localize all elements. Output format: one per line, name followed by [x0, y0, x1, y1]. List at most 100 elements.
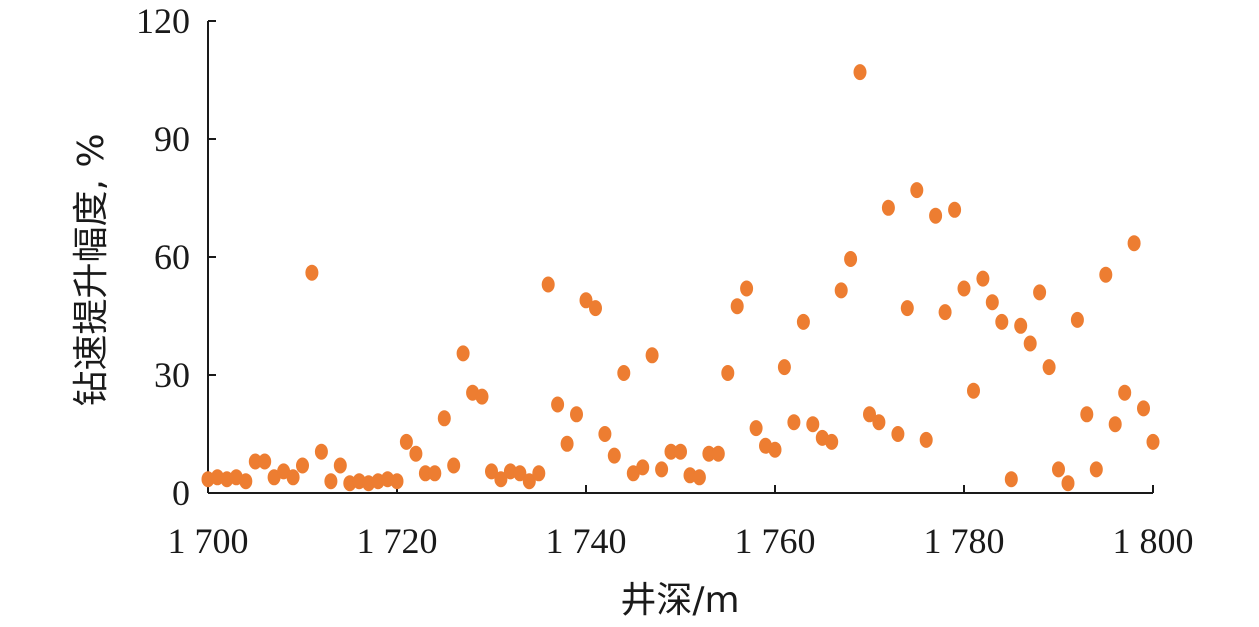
- x-axis-title: 井深/m: [620, 580, 739, 621]
- data-point: [872, 414, 886, 431]
- data-point: [655, 461, 669, 478]
- x-tick-label: 1 800: [1113, 521, 1194, 561]
- data-point: [853, 64, 867, 81]
- data-point: [485, 463, 498, 480]
- data-point: [1033, 284, 1047, 301]
- data-point: [702, 445, 716, 462]
- x-tick-label: 1 740: [546, 521, 627, 561]
- x-tick-label: 1 700: [168, 521, 249, 561]
- data-point: [1146, 433, 1160, 450]
- data-point: [1137, 400, 1150, 417]
- data-point: [248, 453, 262, 470]
- data-point: [1070, 311, 1084, 328]
- data-point: [560, 435, 574, 452]
- data-point: [711, 445, 725, 462]
- data-point: [636, 459, 650, 476]
- y-tick-label: 120: [136, 1, 190, 41]
- data-point: [1108, 416, 1122, 433]
- data-point: [881, 199, 895, 216]
- data-point: [938, 304, 952, 321]
- x-tick-label: 1 780: [924, 521, 1005, 561]
- y-tick-label: 0: [172, 473, 190, 513]
- data-point: [305, 264, 319, 281]
- x-tick-label: 1 760: [735, 521, 816, 561]
- data-point: [796, 313, 810, 330]
- y-axis-title: 钻速提升幅度, %: [71, 133, 112, 406]
- data-point: [834, 282, 848, 299]
- data-point: [664, 443, 678, 460]
- data-point: [740, 280, 754, 297]
- data-point: [333, 457, 347, 474]
- data-point: [806, 416, 820, 433]
- data-point: [749, 420, 763, 437]
- data-point: [418, 465, 432, 482]
- data-point: [929, 207, 943, 224]
- data-point: [1080, 406, 1094, 423]
- data-point: [1118, 384, 1132, 401]
- data-point: [513, 465, 527, 482]
- data-point: [589, 300, 602, 317]
- data-point: [1014, 317, 1028, 334]
- data-point: [428, 465, 442, 482]
- data-point: [286, 469, 300, 486]
- data-point: [239, 473, 253, 490]
- data-point: [258, 453, 272, 470]
- data-point: [957, 280, 971, 297]
- data-point: [674, 443, 687, 460]
- x-tick-label: 1 720: [357, 521, 438, 561]
- data-point: [985, 294, 999, 311]
- data-point: [768, 441, 782, 458]
- data-point: [692, 469, 706, 486]
- data-point: [399, 433, 413, 450]
- y-tick-label: 30: [154, 355, 190, 395]
- data-point: [1127, 235, 1141, 252]
- ticks: 0 30 60 90 120 1 700 1 720 1 740 1 760 1 780 1 800: [136, 1, 1194, 561]
- data-point: [919, 431, 933, 448]
- data-point: [863, 406, 876, 423]
- data-point: [645, 347, 659, 364]
- data-point: [314, 443, 328, 460]
- data-point: [976, 270, 990, 287]
- data-point: [721, 365, 735, 381]
- data-point: [617, 365, 631, 381]
- data-point: [1099, 266, 1113, 283]
- data-point: [1023, 335, 1037, 352]
- data-point: [607, 447, 621, 464]
- data-point: [579, 292, 593, 309]
- data-point: [777, 359, 791, 376]
- data-point: [541, 276, 555, 293]
- data-point: [437, 410, 451, 427]
- data-point: [948, 201, 962, 218]
- data-point: [409, 445, 423, 462]
- data-point: [551, 396, 565, 413]
- data-point: [390, 473, 404, 490]
- data-point: [825, 433, 839, 450]
- data-point: [1004, 471, 1018, 488]
- axes: [207, 21, 1153, 494]
- data-point: [475, 388, 489, 405]
- data-point: [730, 298, 744, 315]
- data-point: [456, 345, 470, 362]
- data-point: [900, 300, 914, 317]
- data-point: [1089, 461, 1103, 478]
- data-point: [1052, 461, 1065, 478]
- data-point: [296, 457, 309, 474]
- data-point: [891, 426, 905, 442]
- data-point: [532, 465, 546, 482]
- data-point: [787, 414, 801, 431]
- data-point: [1042, 359, 1056, 376]
- data-point: [967, 382, 980, 399]
- data-points: [201, 64, 1160, 492]
- data-point: [844, 251, 858, 267]
- y-tick-label: 90: [154, 119, 190, 159]
- data-point: [598, 426, 612, 442]
- data-point: [995, 313, 1009, 330]
- data-point: [494, 471, 508, 488]
- data-point: [324, 473, 338, 490]
- data-point: [1061, 475, 1075, 492]
- data-point: [522, 473, 536, 490]
- data-point: [910, 182, 924, 199]
- data-point: [570, 406, 583, 423]
- data-point: [447, 457, 461, 474]
